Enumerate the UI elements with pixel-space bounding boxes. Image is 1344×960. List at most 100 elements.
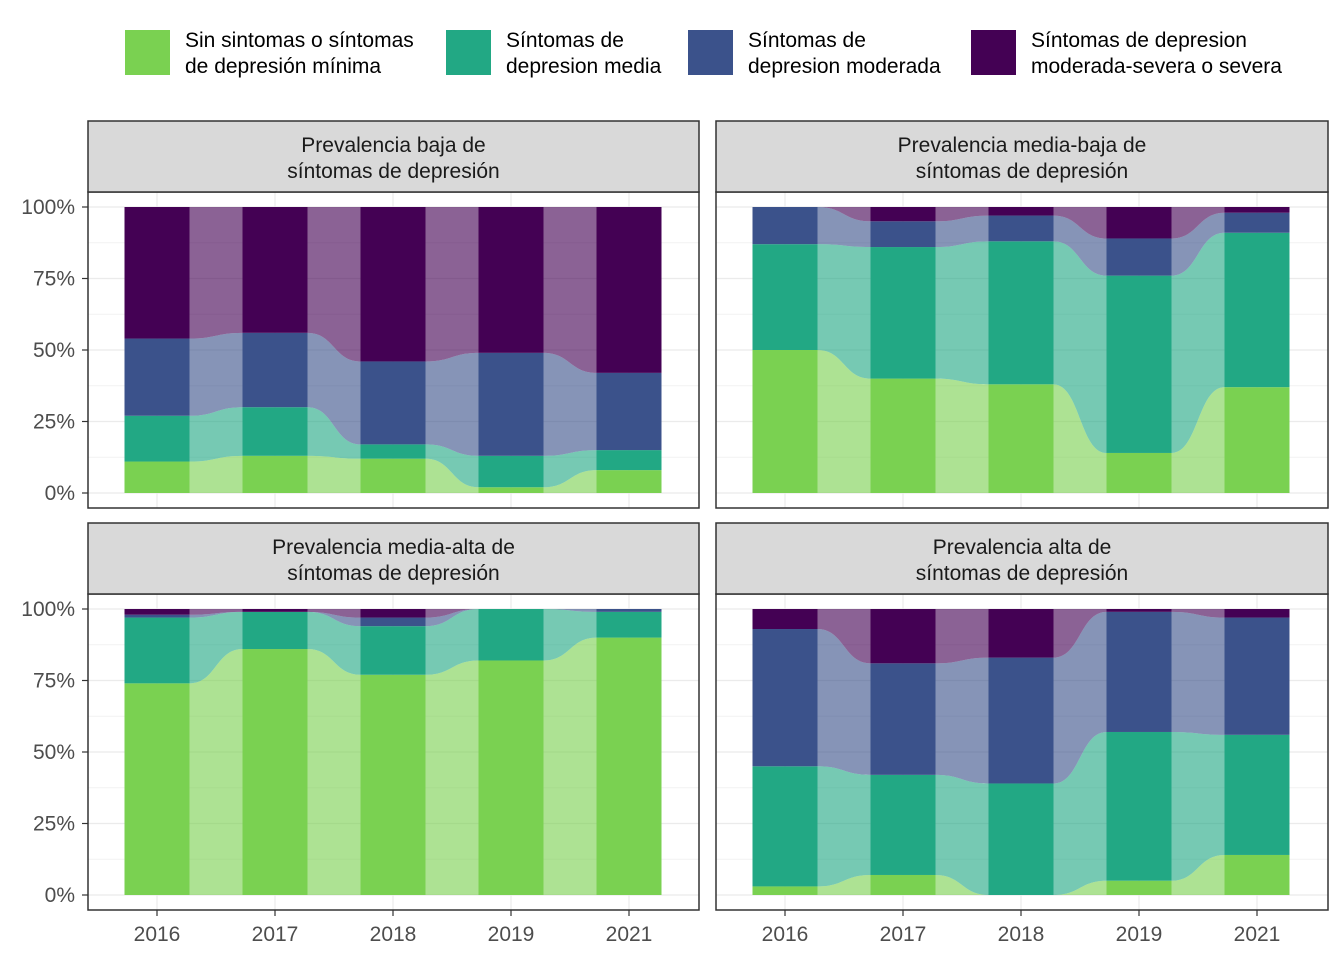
- panel-strip: [715, 120, 1329, 193]
- bar-severe-2018: [360, 609, 426, 618]
- bar-moderate-2016: [752, 629, 818, 767]
- flow-moderate: [1053, 611, 1107, 784]
- bar-minimal-2017: [870, 378, 936, 493]
- bar-severe-2021: [596, 207, 662, 373]
- bar-moderate-2019: [478, 352, 544, 456]
- flow-moderate: [543, 609, 597, 612]
- flow-moderate: [935, 657, 989, 784]
- flow-minimal: [543, 470, 597, 493]
- bar-severe-2018: [988, 609, 1054, 658]
- panel-title-line2: síntomas de depresión: [916, 160, 1128, 183]
- panel-title-line1: Prevalencia media-alta de: [272, 536, 515, 559]
- bar-moderate-2017: [870, 663, 936, 775]
- y-tick-label: 100%: [21, 196, 75, 219]
- bar-minimal-2017: [242, 455, 308, 493]
- flow-severe: [425, 609, 479, 618]
- flow-minimal: [307, 649, 361, 895]
- bar-moderate-2016: [124, 614, 190, 618]
- flow-moderate: [307, 611, 361, 627]
- bar-minimal-2016: [752, 886, 818, 895]
- flow-moderate: [543, 352, 597, 456]
- flow-severe: [543, 207, 597, 373]
- legend-label-severe: Síntomas de depresion moderada-severa o s…: [1031, 29, 1282, 78]
- flow-severe: [1053, 609, 1107, 658]
- bar-moderate-2021: [1224, 212, 1290, 233]
- bar-medium-2016: [124, 415, 190, 462]
- x-tick-label: 2016: [762, 923, 809, 946]
- legend-swatch-severe: [971, 30, 1016, 75]
- flow-minimal: [425, 458, 479, 493]
- bar-medium-2021: [596, 611, 662, 638]
- bar-medium-2018: [988, 783, 1054, 895]
- flow-minimal: [1053, 384, 1107, 493]
- legend-label-moderate: Síntomas de depresion moderada: [748, 29, 941, 78]
- flow-minimal: [425, 660, 479, 895]
- bar-medium-2021: [1224, 734, 1290, 855]
- flow-moderate: [189, 332, 243, 416]
- bar-medium-2017: [242, 407, 308, 456]
- flow-moderate: [1171, 611, 1225, 735]
- flow-moderate: [935, 215, 989, 248]
- flow-minimal: [817, 874, 871, 895]
- bar-minimal-2016: [124, 683, 190, 895]
- bar-severe-2021: [1224, 609, 1290, 618]
- bar-medium-2017: [242, 611, 308, 650]
- flow-severe: [817, 207, 871, 222]
- flow-moderate: [307, 332, 361, 445]
- bar-moderate-2018: [360, 617, 426, 627]
- flow-medium: [425, 609, 479, 675]
- bar-moderate-2018: [988, 215, 1054, 242]
- flow-medium: [1053, 241, 1107, 453]
- y-tick-label: 100%: [21, 598, 75, 621]
- y-tick-label: 50%: [33, 339, 75, 362]
- bar-minimal-2018: [360, 458, 426, 493]
- bar-severe-2016: [124, 207, 190, 339]
- x-tick-label: 2019: [488, 923, 535, 946]
- y-tick-label: 0%: [45, 884, 75, 907]
- bar-medium-2018: [360, 444, 426, 459]
- flow-severe: [307, 207, 361, 362]
- panel-strip: [87, 522, 700, 595]
- bar-moderate-2021: [596, 372, 662, 451]
- bar-moderate-2021: [1224, 617, 1290, 735]
- flow-medium: [189, 611, 243, 684]
- bar-minimal-2019: [478, 487, 544, 493]
- flow-medium: [1171, 731, 1225, 881]
- flow-medium: [543, 450, 597, 488]
- panel-title-line1: Prevalencia media-baja de: [898, 134, 1147, 157]
- flow-severe: [189, 609, 243, 615]
- bar-moderate-2019: [1106, 611, 1172, 732]
- bar-minimal-2019: [478, 660, 544, 895]
- flow-moderate: [817, 629, 871, 775]
- bar-medium-2021: [596, 450, 662, 471]
- bar-minimal-2017: [242, 649, 308, 895]
- panel-title-line1: Prevalencia baja de: [301, 134, 485, 157]
- legend-swatch-medium: [446, 30, 491, 75]
- legend-swatch-minimal: [125, 30, 170, 75]
- x-tick-label: 2021: [1234, 923, 1281, 946]
- bar-severe-2018: [988, 207, 1054, 216]
- bar-medium-2018: [988, 241, 1054, 385]
- legend-label-minimal: Sin sintomas o síntomas de depresión míni…: [185, 29, 414, 78]
- flow-severe: [935, 207, 989, 222]
- panel-title-line2: síntomas de depresión: [287, 562, 499, 585]
- bar-severe-2021: [1224, 207, 1290, 213]
- bar-medium-2018: [360, 626, 426, 675]
- bar-minimal-2021: [1224, 854, 1290, 895]
- bar-moderate-2018: [360, 361, 426, 445]
- flow-medium: [935, 241, 989, 385]
- bar-minimal-2021: [596, 470, 662, 493]
- flow-medium: [817, 244, 871, 379]
- flow-medium: [817, 766, 871, 887]
- flow-minimal: [817, 350, 871, 493]
- x-tick-label: 2017: [252, 923, 299, 946]
- flow-medium: [189, 407, 243, 462]
- flow-moderate: [817, 207, 871, 248]
- panel-title-line2: síntomas de depresión: [916, 562, 1128, 585]
- flow-moderate: [1171, 212, 1225, 276]
- bar-medium-2017: [870, 247, 936, 379]
- bar-minimal-2019: [1106, 880, 1172, 895]
- flow-severe: [1171, 207, 1225, 239]
- flow-medium: [1171, 232, 1225, 453]
